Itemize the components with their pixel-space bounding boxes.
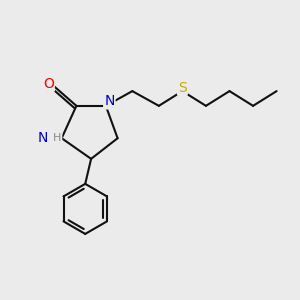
Text: N: N [38, 130, 48, 145]
Text: S: S [178, 81, 187, 94]
Text: O: O [43, 77, 54, 91]
Text: N: N [104, 94, 115, 108]
Text: H: H [53, 133, 61, 143]
